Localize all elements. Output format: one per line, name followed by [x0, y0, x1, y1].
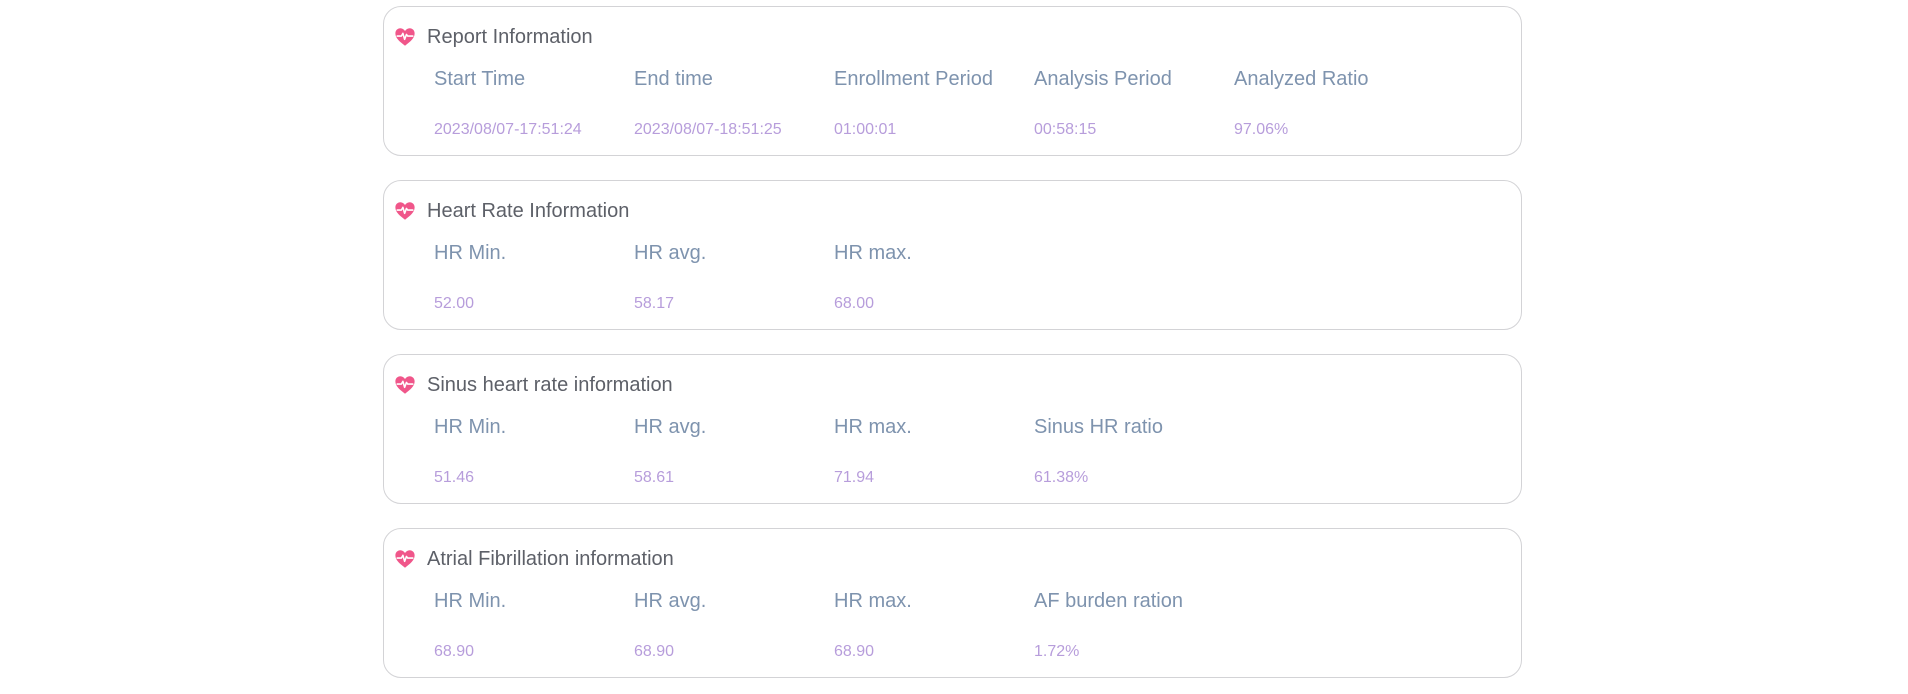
field-hr-min: HR Min. 52.00 [434, 240, 624, 312]
field-label: Analysis Period [1034, 68, 1172, 90]
field-label: HR Min. [434, 590, 507, 612]
field-grid: HR Min. 51.46 HR avg. 58.61 HR max. 71.9… [434, 414, 1501, 494]
field-value: 58.17 [634, 295, 675, 312]
heart-pulse-icon [395, 376, 415, 394]
field-hr-avg: HR avg. 68.90 [634, 588, 824, 660]
field-hr-max: HR max. 68.90 [834, 588, 1024, 660]
field-value: 58.61 [634, 469, 675, 486]
field-value: 68.90 [634, 643, 675, 660]
card-header: Sinus heart rate information [394, 372, 673, 398]
field-hr-min: HR Min. 68.90 [434, 588, 624, 660]
card-title: Report Information [427, 26, 593, 48]
field-label: HR avg. [634, 590, 707, 612]
card-header: Atrial Fibrillation information [394, 546, 674, 572]
field-value: 2023/08/07-17:51:24 [434, 121, 582, 138]
field-value: 00:58:15 [1034, 121, 1097, 138]
field-label: Sinus HR ratio [1034, 416, 1163, 438]
field-hr-avg: HR avg. 58.17 [634, 240, 824, 312]
heart-pulse-icon [395, 28, 415, 46]
field-start-time: Start Time 2023/08/07-17:51:24 [434, 66, 624, 138]
field-value: 68.90 [834, 643, 875, 660]
field-analysis-period: Analysis Period 00:58:15 [1034, 66, 1224, 138]
field-label: HR Min. [434, 416, 507, 438]
sinus-heart-rate-information-card: Sinus heart rate information HR Min. 51.… [383, 354, 1522, 504]
field-analyzed-ratio: Analyzed Ratio 97.06% [1234, 66, 1424, 138]
field-label: HR avg. [634, 242, 707, 264]
card-header: Report Information [394, 24, 593, 50]
heart-pulse-icon [395, 550, 415, 568]
field-value: 01:00:01 [834, 121, 897, 138]
field-hr-min: HR Min. 51.46 [434, 414, 624, 486]
card-title: Heart Rate Information [427, 200, 630, 222]
heart-rate-information-card: Heart Rate Information HR Min. 52.00 HR … [383, 180, 1522, 330]
field-end-time: End time 2023/08/07-18:51:25 [634, 66, 824, 138]
field-value: 61.38% [1034, 469, 1089, 486]
field-label: AF burden ration [1034, 590, 1183, 612]
atrial-fibrillation-information-card: Atrial Fibrillation information HR Min. … [383, 528, 1522, 678]
field-hr-avg: HR avg. 58.61 [634, 414, 824, 486]
card-title: Sinus heart rate information [427, 374, 673, 396]
card-header: Heart Rate Information [394, 198, 629, 224]
field-label: HR avg. [634, 416, 707, 438]
field-label: HR max. [834, 590, 912, 612]
field-value: 97.06% [1234, 121, 1289, 138]
field-label: Enrollment Period [834, 68, 993, 90]
field-value: 68.90 [434, 643, 475, 660]
field-label: HR max. [834, 242, 912, 264]
report-information-card: Report Information Start Time 2023/08/07… [383, 6, 1522, 156]
field-label: HR max. [834, 416, 912, 438]
field-sinus-hr-ratio: Sinus HR ratio 61.38% [1034, 414, 1224, 486]
field-af-burden-ration: AF burden ration 1.72% [1034, 588, 1224, 660]
heart-pulse-icon [395, 202, 415, 220]
field-value: 51.46 [434, 469, 475, 486]
field-enrollment-period: Enrollment Period 01:00:01 [834, 66, 1024, 138]
field-label: End time [634, 68, 713, 90]
field-label: Analyzed Ratio [1234, 68, 1369, 90]
field-value: 71.94 [834, 469, 875, 486]
field-label: Start Time [434, 68, 526, 90]
field-value: 68.00 [834, 295, 875, 312]
field-value: 2023/08/07-18:51:25 [634, 121, 782, 138]
field-hr-max: HR max. 68.00 [834, 240, 1024, 312]
field-value: 1.72% [1034, 643, 1080, 660]
card-title: Atrial Fibrillation information [427, 548, 674, 570]
field-hr-max: HR max. 71.94 [834, 414, 1024, 486]
field-grid: HR Min. 68.90 HR avg. 68.90 HR max. 68.9… [434, 588, 1501, 668]
field-grid: Start Time 2023/08/07-17:51:24 End time … [434, 66, 1501, 146]
field-label: HR Min. [434, 242, 507, 264]
field-value: 52.00 [434, 295, 475, 312]
field-grid: HR Min. 52.00 HR avg. 58.17 HR max. 68.0… [434, 240, 1501, 320]
